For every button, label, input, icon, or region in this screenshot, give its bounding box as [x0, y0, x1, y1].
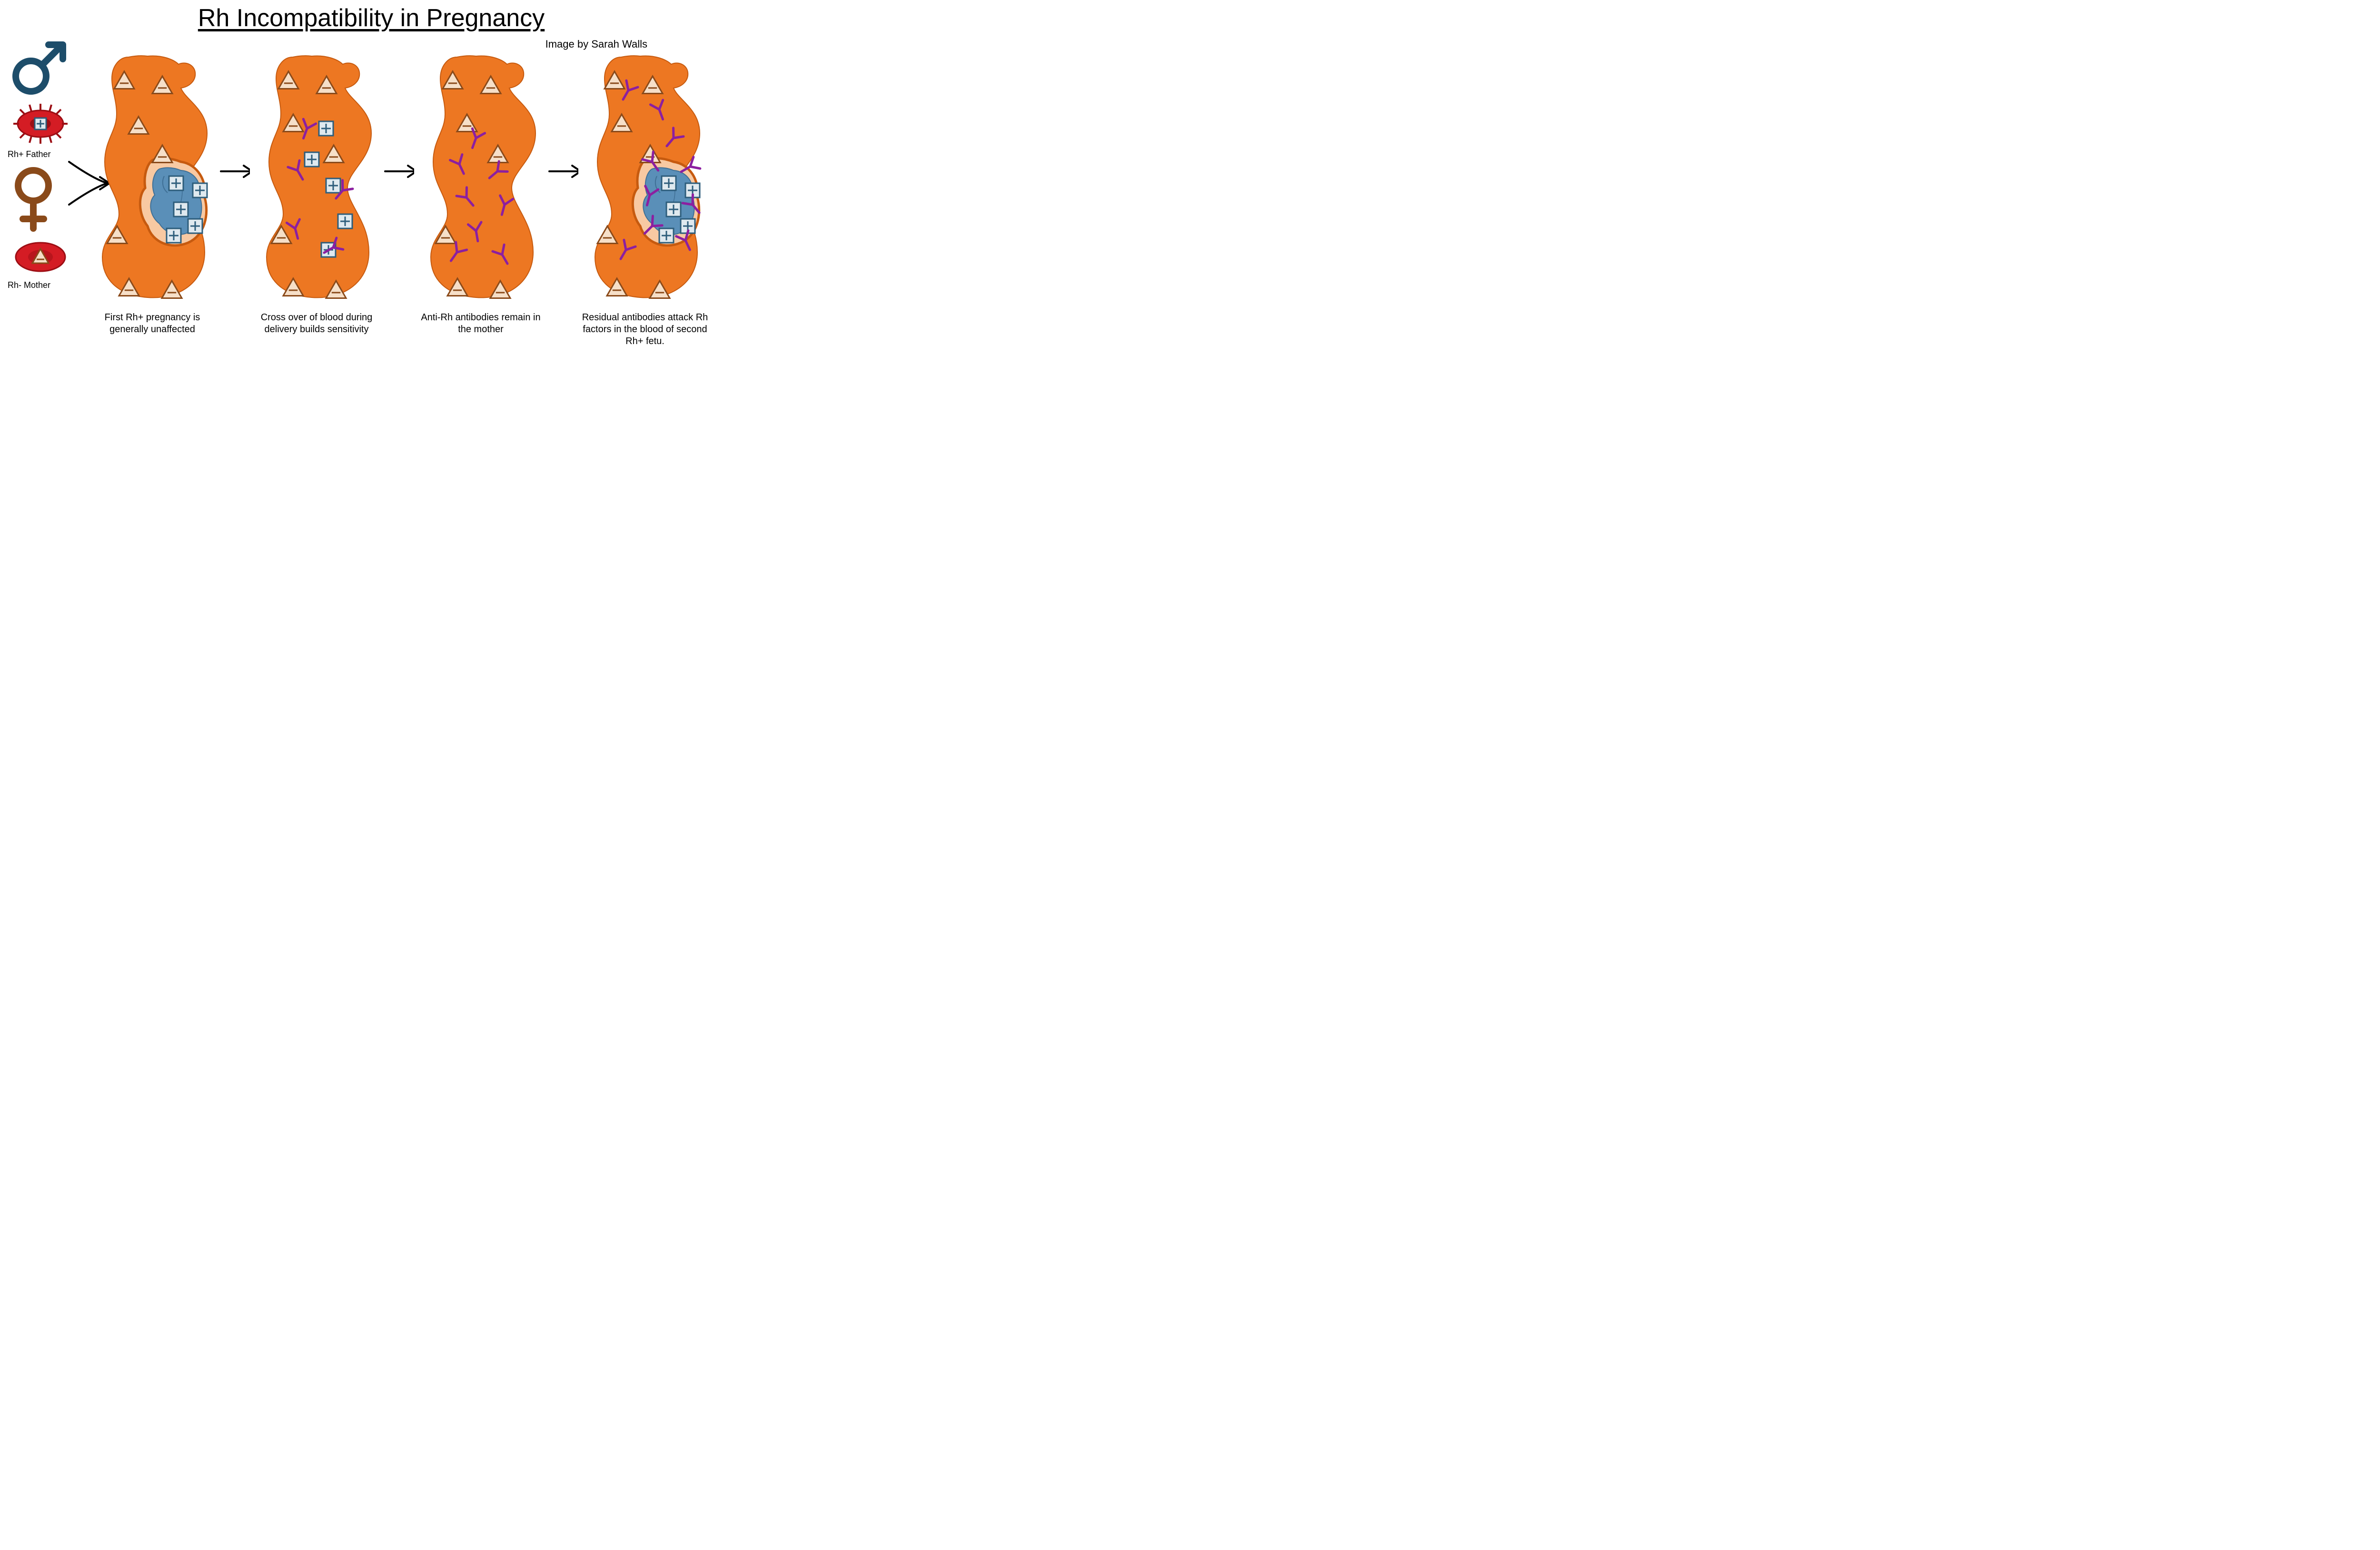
infographic-root: Rh Incompatibility in Pregnancy Image by… [0, 0, 743, 363]
stages-row: First Rh+ pregnancy is generally unaffec… [86, 52, 733, 347]
arrow-right-icon [383, 162, 414, 181]
body-figure [578, 52, 712, 305]
rh-negative-cell-icon [5, 236, 76, 278]
stage-arrow-3 [547, 52, 578, 290]
image-credit: Image by Sarah Walls [545, 38, 647, 50]
body-figure [414, 52, 547, 305]
body-figure [86, 52, 219, 305]
rh-positive-cell-icon [5, 100, 76, 148]
stage-2-caption: Cross over of blood during delivery buil… [250, 312, 383, 336]
female-symbol-icon [5, 164, 62, 236]
male-symbol-icon [5, 38, 71, 100]
stage-3: Anti-Rh antibodies remain in the mother [414, 52, 547, 336]
stage-4-caption: Residual antibodies attack Rh factors in… [578, 312, 712, 347]
stage-1: First Rh+ pregnancy is generally unaffec… [86, 52, 219, 336]
arrow-right-icon [547, 162, 578, 181]
page-title: Rh Incompatibility in Pregnancy [198, 4, 545, 32]
stage-2: Cross over of blood during delivery buil… [250, 52, 383, 336]
arrow-right-icon [219, 162, 250, 181]
stage-arrow-2 [383, 52, 414, 290]
body-figure [250, 52, 383, 305]
stage-1-caption: First Rh+ pregnancy is generally unaffec… [86, 312, 219, 336]
legend-mother-label: Rh- Mother [8, 280, 86, 290]
stage-4: Residual antibodies attack Rh factors in… [578, 52, 712, 347]
stage-3-caption: Anti-Rh antibodies remain in the mother [414, 312, 547, 336]
stage-arrow-1 [219, 52, 250, 290]
